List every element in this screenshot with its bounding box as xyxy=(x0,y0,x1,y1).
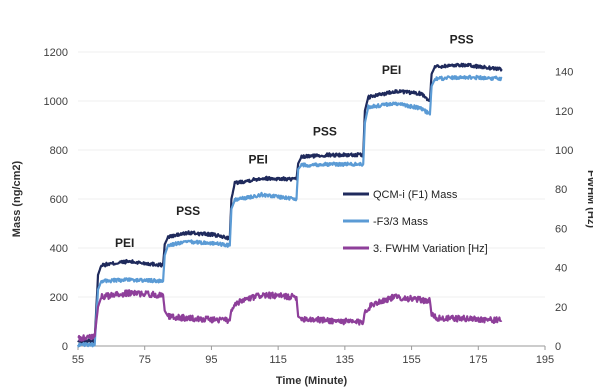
layer-label: PEI xyxy=(248,152,267,166)
y-tick-label: 400 xyxy=(50,243,68,255)
x-tick-label: 95 xyxy=(205,354,217,366)
series-line-1 xyxy=(77,62,503,344)
y2-axis-title: FWHM (Hz) xyxy=(585,170,593,228)
y-axis-ticks: 0 200 400 600 800 1000 1200 xyxy=(44,47,68,353)
y-tick-label: 200 xyxy=(50,292,68,304)
y-axis-title: Mass (ng/cm2) xyxy=(11,160,23,237)
layer-annotations: PEI PSS PEI PSS PEI PSS xyxy=(115,32,474,249)
y-tick-label: 600 xyxy=(50,194,68,206)
legend: QCM-i (F1) Mass -F3/3 Mass 3. FWHM Variati… xyxy=(343,189,488,255)
series-line-3 xyxy=(77,289,503,342)
y-tick-label: 800 xyxy=(50,145,68,157)
layer-label: PSS xyxy=(450,32,474,46)
y-tick-label: 0 xyxy=(62,341,68,353)
y2-tick-label: 40 xyxy=(555,263,567,275)
layer-label: PEI xyxy=(382,63,401,77)
x-tick-label: 135 xyxy=(336,354,354,366)
y2-tick-label: 100 xyxy=(555,145,573,157)
legend-label: -F3/3 Mass xyxy=(373,216,429,228)
plot-series xyxy=(76,62,503,348)
legend-label: 3. FWHM Variation [Hz] xyxy=(373,243,488,255)
y-tick-label: 1000 xyxy=(44,96,68,108)
y2-tick-label: 60 xyxy=(555,223,567,235)
y2-tick-label: 80 xyxy=(555,184,567,196)
x-tick-label: 55 xyxy=(72,354,84,366)
y-tick-label: 1200 xyxy=(44,47,68,59)
x-tick-label: 175 xyxy=(469,354,487,366)
y2-tick-label: 120 xyxy=(555,106,573,118)
layer-label: PSS xyxy=(313,124,337,138)
layer-label: PSS xyxy=(176,204,200,218)
series-line-2 xyxy=(76,74,503,348)
legend-label: QCM-i (F1) Mass xyxy=(373,189,458,201)
x-tick-label: 75 xyxy=(139,354,151,366)
x-tick-label: 115 xyxy=(269,354,287,366)
x-tick-label: 195 xyxy=(536,354,554,366)
y2-tick-label: 20 xyxy=(555,302,567,314)
x-axis-title: Time (Minute) xyxy=(276,375,348,387)
y2-tick-label: 140 xyxy=(555,67,573,79)
y2-tick-label: 0 xyxy=(555,341,561,353)
y2-axis-ticks: 0 20 40 60 80 100 120 140 xyxy=(555,67,573,353)
layer-label: PEI xyxy=(115,236,134,250)
x-tick-label: 155 xyxy=(402,354,420,366)
x-axis-ticks: 55 75 95 115 135 155 175 195 xyxy=(72,346,554,366)
